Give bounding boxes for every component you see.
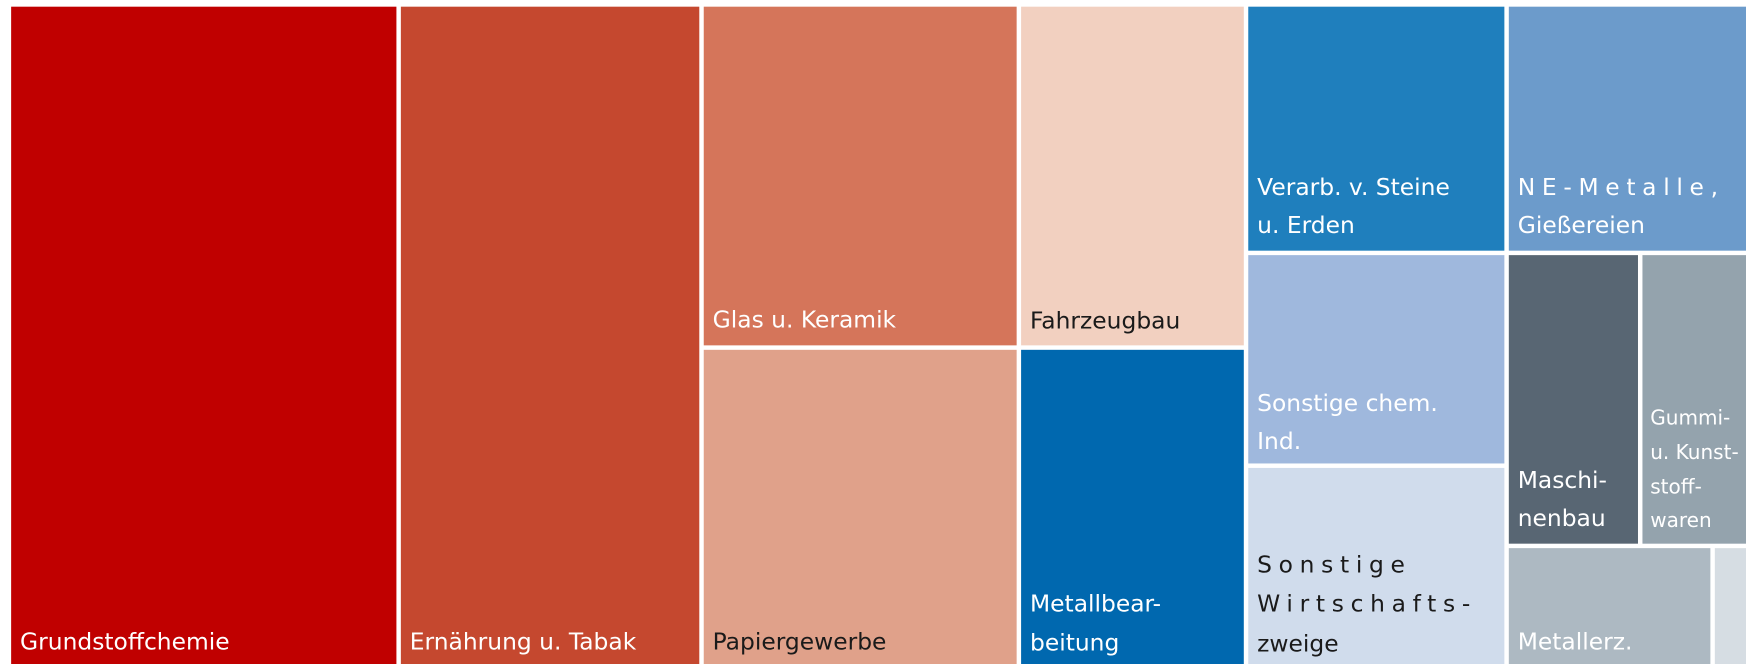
tile — [1714, 548, 1746, 664]
tile — [400, 6, 700, 664]
tile — [11, 6, 397, 664]
tile — [1508, 548, 1711, 664]
tile-label: Gießereien — [1518, 211, 1645, 239]
tile-label: zweige — [1257, 630, 1338, 658]
tile — [1248, 467, 1505, 664]
tile-label: Metallerz. — [1518, 628, 1633, 656]
tile-label: stoff- — [1650, 475, 1702, 499]
tile-label: beitung — [1030, 629, 1119, 657]
tile — [1508, 6, 1746, 251]
tile-label: Fahrzeugbau — [1030, 307, 1180, 335]
tile-label: Sonstige chem. — [1257, 389, 1438, 417]
tile — [1248, 255, 1505, 464]
tile-label: Ind. — [1257, 427, 1301, 455]
tile-label: Grundstoffchemie — [20, 628, 230, 656]
tile-label: Ernährung u. Tabak — [410, 628, 637, 656]
tile — [703, 6, 1017, 346]
tile — [1248, 6, 1505, 251]
tile-label: Metallbear- — [1030, 590, 1161, 618]
tile-label: Gummi- — [1650, 405, 1730, 429]
tile — [703, 349, 1017, 664]
tile-label: Wirtschafts- — [1257, 590, 1477, 618]
tile-label: u. Erden — [1257, 211, 1355, 239]
tile — [1021, 6, 1244, 346]
tile-label: Papiergewerbe — [713, 628, 887, 656]
tile-label: Verarb. v. Steine — [1257, 173, 1450, 201]
tile-label: Maschi- — [1518, 466, 1607, 494]
tile-label: u. Kunst- — [1650, 440, 1738, 464]
tile-label: NE-Metalle, — [1518, 173, 1725, 201]
tile — [1508, 255, 1638, 544]
tile-label: waren — [1650, 508, 1711, 532]
tile — [1021, 349, 1244, 664]
tile-label: Sonstige — [1257, 551, 1411, 579]
tile — [1642, 255, 1746, 544]
tile-label: Glas u. Keramik — [713, 306, 897, 334]
tile-label: nenbau — [1518, 504, 1606, 532]
